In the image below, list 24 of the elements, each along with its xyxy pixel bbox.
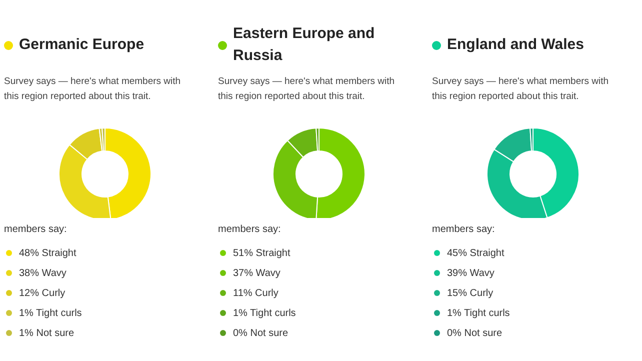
- legend-label: 45% Straight: [447, 248, 504, 258]
- text: members say:: [4, 224, 68, 235]
- legend-label: 1% Tight curls: [233, 308, 296, 318]
- chart-title: England and Wales: [447, 35, 584, 55]
- legend-label: 15% Curly: [447, 288, 494, 298]
- legend-label: 37% Wavy: [233, 268, 280, 278]
- legend-label: 1% Tight curls: [19, 308, 82, 318]
- chart-title: Germanic Europe: [19, 35, 144, 55]
- legend-label: 38% Wavy: [19, 268, 66, 278]
- legend-label: 0% Not sure: [233, 328, 288, 338]
- legend-label: 11% Curly: [233, 288, 278, 298]
- legend-label: 12% Curly: [19, 288, 66, 298]
- legend-label: 48% Straight: [19, 248, 76, 258]
- text: members say:: [218, 224, 282, 235]
- legend-label: 1% Tight curls: [447, 308, 510, 318]
- chart-subtitle: Survey says — here's what members with this region reported about this trait.: [4, 75, 182, 104]
- chart-subtitle: Survey says — here's what members with this region reported about this trait.: [432, 75, 610, 104]
- legend-label: 39% Wavy: [447, 268, 494, 278]
- text: members say:: [432, 224, 496, 235]
- legend-label: 1% Not sure: [19, 328, 74, 338]
- legend-label: 51% Straight: [233, 248, 290, 258]
- legend-label: 0% Not sure: [447, 328, 502, 338]
- chart-subtitle: Survey says — here's what members with this region reported about this trait.: [218, 75, 396, 104]
- chart-title: Eastern Europe and Russia: [233, 24, 376, 66]
